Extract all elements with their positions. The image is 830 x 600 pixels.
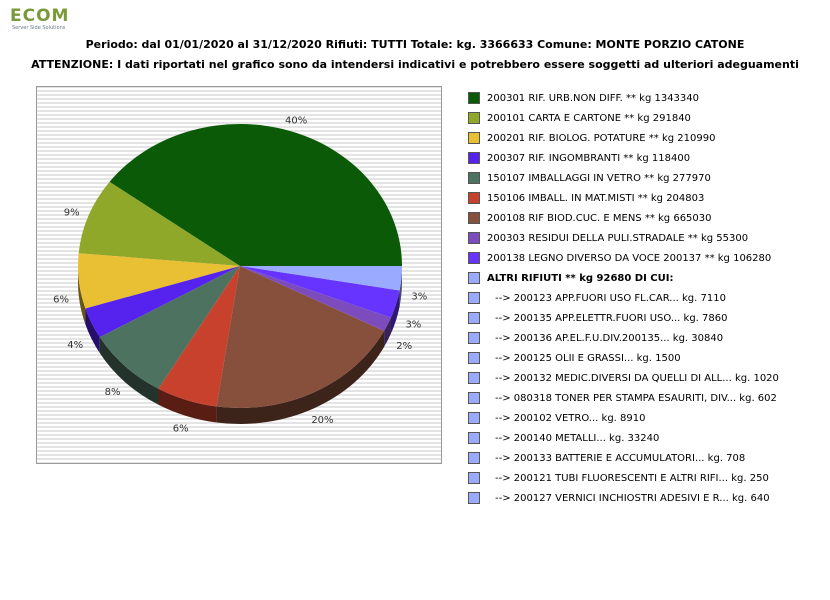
pie-slice-6 (216, 266, 385, 408)
pie-percent-label-4: 8% (105, 387, 121, 398)
legend-item-4: 150107 IMBALLAGGI IN VETRO ** kg 277970 (468, 170, 828, 190)
legend-swatch (468, 412, 480, 424)
legend-label: ALTRI RIFIUTI ** kg 92680 DI CUI: (487, 273, 674, 284)
legend-swatch (468, 232, 480, 244)
legend-item-2: 200201 RIF. BIOLOG. POTATURE ** kg 21099… (468, 130, 828, 150)
legend-label: --> 200102 VETRO... kg. 8910 (495, 413, 646, 424)
pie-slice-side-3 (85, 308, 100, 354)
legend-swatch (468, 432, 480, 444)
pie-percent-label-3: 4% (67, 340, 83, 351)
pie-slice-side-5 (158, 388, 217, 423)
legend-subitem-8: --> 200133 BATTERIE E ACCUMULATORI... kg… (468, 450, 828, 470)
legend-label: 200307 RIF. INGOMBRANTI ** kg 118400 (487, 153, 691, 164)
legend-subitem-1: --> 200135 APP.ELETTR.FUORI USO... kg. 7… (468, 310, 828, 330)
legend-swatch (468, 152, 480, 164)
legend-item-9: ALTRI RIFIUTI ** kg 92680 DI CUI: (468, 270, 828, 290)
legend-subitem-5: --> 080318 TONER PER STAMPA ESAURITI, DI… (468, 390, 828, 410)
legend-swatch (468, 492, 480, 504)
legend-label: --> 200123 APP.FUORI USO FL.CAR... kg. 7… (495, 293, 726, 304)
legend-item-6: 200108 RIF BIOD.CUC. E MENS ** kg 665030 (468, 210, 828, 230)
legend-item-3: 200307 RIF. INGOMBRANTI ** kg 118400 (468, 150, 828, 170)
legend-swatch (468, 292, 480, 304)
legend-swatch (468, 112, 480, 124)
pie-slice-1 (78, 181, 241, 266)
legend-swatch (468, 212, 480, 224)
legend-swatch (468, 472, 480, 484)
legend-label: --> 200135 APP.ELETTR.FUORI USO... kg. 7… (495, 313, 728, 324)
pie-percent-label-6: 20% (311, 415, 333, 426)
legend-swatch (468, 92, 480, 104)
pie-slice-5 (158, 266, 240, 407)
legend-label: 200303 RESIDUI DELLA PULI.STRADALE ** kg… (487, 233, 749, 244)
pie-slice-side-6 (216, 330, 385, 424)
pie-percent-label-9: 3% (411, 291, 427, 302)
legend-label: 200108 RIF BIOD.CUC. E MENS ** kg 665030 (487, 213, 712, 224)
legend-label: --> 200140 METALLI... kg. 33240 (495, 433, 660, 444)
pie-percent-label-1: 9% (64, 207, 80, 218)
legend-swatch (468, 392, 480, 404)
legend-label: 200301 RIF. URB.NON DIFF. ** kg 1343340 (487, 93, 700, 104)
legend-swatch (468, 372, 480, 384)
legend-subitem-3: --> 200125 OLII E GRASSI... kg. 1500 (468, 350, 828, 370)
pie-slice-3 (85, 266, 241, 338)
legend-subitem-2: --> 200136 AP.EL.F.U.DIV.200135... kg. 3… (468, 330, 828, 350)
legend-swatch (468, 312, 480, 324)
pie-percent-label-2: 6% (53, 294, 69, 305)
logo-text: ECOM (10, 6, 70, 26)
legend-subitem-7: --> 200140 METALLI... kg. 33240 (468, 430, 828, 450)
legend-item-8: 200138 LEGNO DIVERSO DA VOCE 200137 ** k… (468, 250, 828, 270)
legend-label: 200101 CARTA E CARTONE ** kg 291840 (487, 113, 691, 124)
pie-slice-side-7 (384, 317, 391, 347)
legend-label: 200201 RIF. BIOLOG. POTATURE ** kg 21099… (487, 133, 716, 144)
pie-percent-label-7: 2% (396, 341, 412, 352)
legend-label: 150106 IMBALL. IN MAT.MISTI ** kg 204803 (487, 193, 705, 204)
legend-subitem-6: --> 200102 VETRO... kg. 8910 (468, 410, 828, 430)
chart-legend: 200301 RIF. URB.NON DIFF. ** kg 1343340 2… (468, 90, 828, 510)
pie-slice-8 (240, 266, 400, 318)
legend-label: --> 200121 TUBI FLUORESCENTI E ALTRI RIF… (495, 473, 769, 484)
legend-label: --> 200125 OLII E GRASSI... kg. 1500 (495, 353, 681, 364)
pie-slice-side-8 (390, 290, 400, 334)
legend-label: --> 200133 BATTERIE E ACCUMULATORI... kg… (495, 453, 746, 464)
legend-label: 200138 LEGNO DIVERSO DA VOCE 200137 ** k… (487, 253, 772, 264)
legend-label: --> 200127 VERNICI INCHIOSTRI ADESIVI E … (495, 493, 770, 504)
legend-swatch (468, 452, 480, 464)
pie-slice-4 (99, 266, 240, 389)
report-disclaimer: ATTENZIONE: I dati riportati nel grafico… (31, 58, 799, 71)
pie-slice-side-2 (78, 266, 86, 325)
legend-item-7: 200303 RESIDUI DELLA PULI.STRADALE ** kg… (468, 230, 828, 250)
legend-subitem-9: --> 200121 TUBI FLUORESCENTI E ALTRI RIF… (468, 470, 828, 490)
pie-slice-side-9 (399, 266, 402, 307)
legend-subitem-0: --> 200123 APP.FUORI USO FL.CAR... kg. 7… (468, 290, 828, 310)
logo-tagline: Server Side Solutions (12, 25, 66, 31)
legend-label: 150107 IMBALLAGGI IN VETRO ** kg 277970 (487, 173, 711, 184)
pie-percent-label-0: 40% (285, 116, 307, 127)
legend-swatch (468, 252, 480, 264)
legend-swatch (468, 352, 480, 364)
legend-item-5: 150106 IMBALL. IN MAT.MISTI ** kg 204803 (468, 190, 828, 210)
legend-swatch (468, 132, 480, 144)
legend-swatch (468, 332, 480, 344)
legend-swatch (468, 192, 480, 204)
legend-item-1: 200101 CARTA E CARTONE ** kg 291840 (468, 110, 828, 130)
pie-slice-side-4 (99, 337, 159, 405)
legend-label: --> 200136 AP.EL.F.U.DIV.200135... kg. 3… (495, 333, 724, 344)
pie-chart: 40% 9% 6% 4% 8% 6% 20% 2% 3% 3% (36, 86, 442, 464)
legend-swatch (468, 172, 480, 184)
pie-percent-label-5: 6% (173, 423, 189, 434)
ecom-logo: ECOM Server Side Solutions (10, 6, 100, 32)
legend-label: --> 200132 MEDIC.DIVERSI DA QUELLI DI AL… (495, 373, 779, 384)
legend-subitem-10: --> 200127 VERNICI INCHIOSTRI ADESIVI E … (468, 490, 828, 510)
pie-slice-2 (78, 253, 240, 309)
legend-swatch (468, 272, 480, 284)
pie-slice-0 (109, 124, 402, 267)
pie-slice-9 (240, 266, 402, 291)
legend-label: --> 080318 TONER PER STAMPA ESAURITI, DI… (495, 393, 777, 404)
legend-subitem-4: --> 200132 MEDIC.DIVERSI DA QUELLI DI AL… (468, 370, 828, 390)
pie-slice-7 (240, 266, 391, 331)
pie-percent-label-8: 3% (405, 319, 421, 330)
legend-item-0: 200301 RIF. URB.NON DIFF. ** kg 1343340 (468, 90, 828, 110)
report-title: Periodo: dal 01/01/2020 al 31/12/2020 Ri… (85, 38, 745, 51)
